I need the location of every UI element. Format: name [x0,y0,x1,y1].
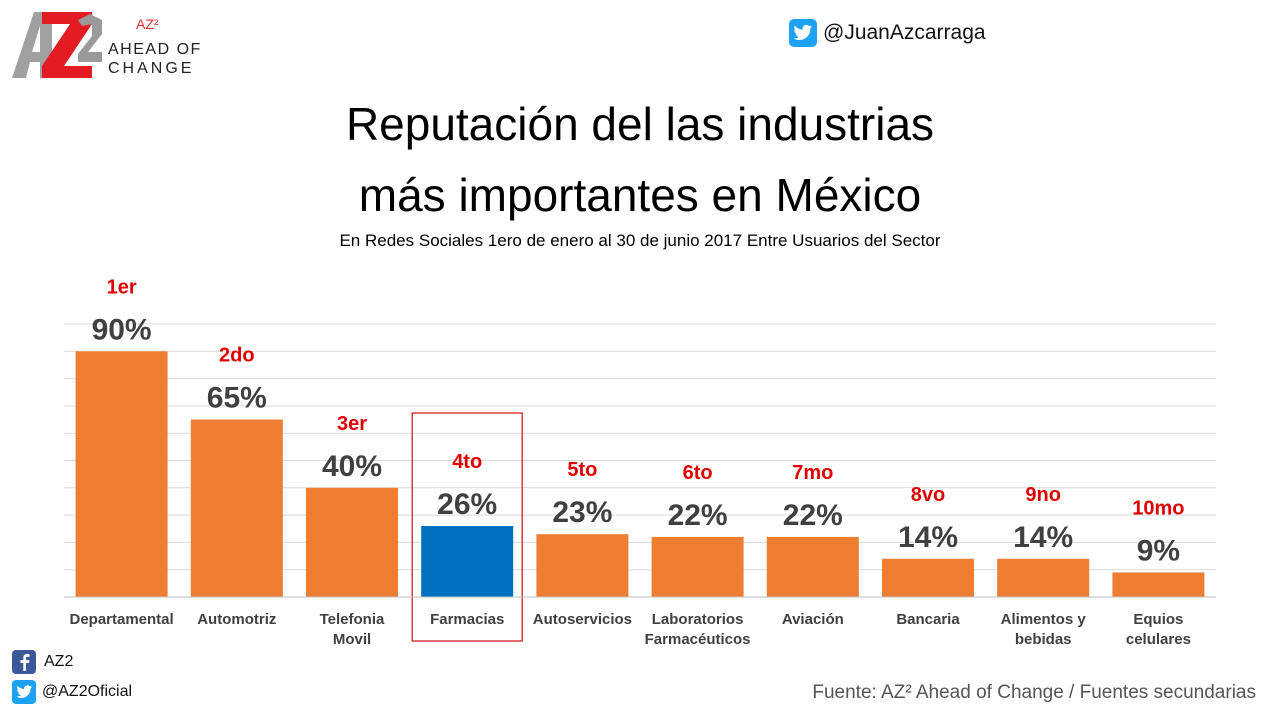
value-label: 23% [552,496,612,529]
logo-brand-text: AZ² [136,16,159,32]
facebook-icon [12,650,36,674]
twitter-handle-top[interactable]: @JuanAzcarraga [789,18,986,48]
bar [306,487,398,597]
bar [1112,572,1205,597]
x-tick-label: Aviación [782,611,844,628]
bar [766,536,859,597]
highlight-box [411,412,523,642]
facebook-name: AZ2 [44,653,74,670]
twitter-handle-bottom: @AZ2Oficial [42,683,133,700]
value-label: 9% [1137,534,1180,567]
x-tick-label: Farmacéuticos [645,631,751,648]
az2-logo-icon [12,12,102,78]
x-tick-label: Equios [1133,611,1183,628]
value-label: 22% [783,499,843,532]
x-tick-label: Laboratorios [652,611,744,628]
twitter-icon [789,19,817,47]
x-tick-label: Movil [333,631,371,648]
facebook-link[interactable]: AZ2 [12,650,73,674]
x-tick-label: Alimentos y [1001,611,1087,628]
x-tick-label: bebidas [1015,631,1072,648]
chart-title-line1: Reputación del las industrias [345,98,935,150]
chart-subtitle: En Redes Sociales 1ero de enero al 30 de… [339,231,941,250]
bar [75,351,168,597]
x-tick-label: Farmacias [430,611,504,628]
x-tick-label: Bancaria [896,611,960,628]
x-tick-label: Automotriz [197,611,276,628]
value-label: 26% [437,488,497,521]
value-label: 40% [322,450,382,483]
rank-label: 1er [107,276,137,298]
x-tick-label: Autoservicios [533,611,632,628]
value-label: 22% [668,499,728,532]
x-tick-label: celulares [1126,631,1191,648]
value-label: 90% [92,313,152,346]
rank-label: 2do [219,345,255,367]
rank-label: 10mo [1132,497,1184,519]
x-tick-label: Telefonia [320,611,385,628]
value-label: 14% [1013,521,1073,554]
az2-logo: AZ² AHEAD OF CHANGE [12,12,212,82]
twitter-handle-text: @JuanAzcarraga [823,21,986,44]
rank-label: 9no [1025,484,1061,506]
rank-label: 5to [567,459,597,481]
rank-label: 7mo [792,462,833,484]
logo-tagline-line1: AHEAD OF [108,41,202,58]
value-label: 65% [207,382,267,415]
rank-label: 3er [337,413,367,435]
chart-title-line2: más importantes en México [358,169,922,221]
value-label: 14% [898,521,958,554]
bar [997,558,1090,597]
rank-label: 8vo [911,484,945,506]
bar [190,419,283,597]
twitter-link-bottom[interactable]: @AZ2Oficial [12,680,132,704]
rank-label: 4to [452,451,482,473]
twitter-icon [12,680,36,704]
bar [651,536,744,597]
rank-label: 6to [683,462,713,484]
bar [421,526,514,597]
logo-tagline-line2: CHANGE [108,60,195,77]
bar [882,558,974,597]
bar [536,534,629,597]
x-tick-label: Departamental [69,611,173,628]
source-note: Fuente: AZ² Ahead of Change / Fuentes se… [812,682,1256,703]
